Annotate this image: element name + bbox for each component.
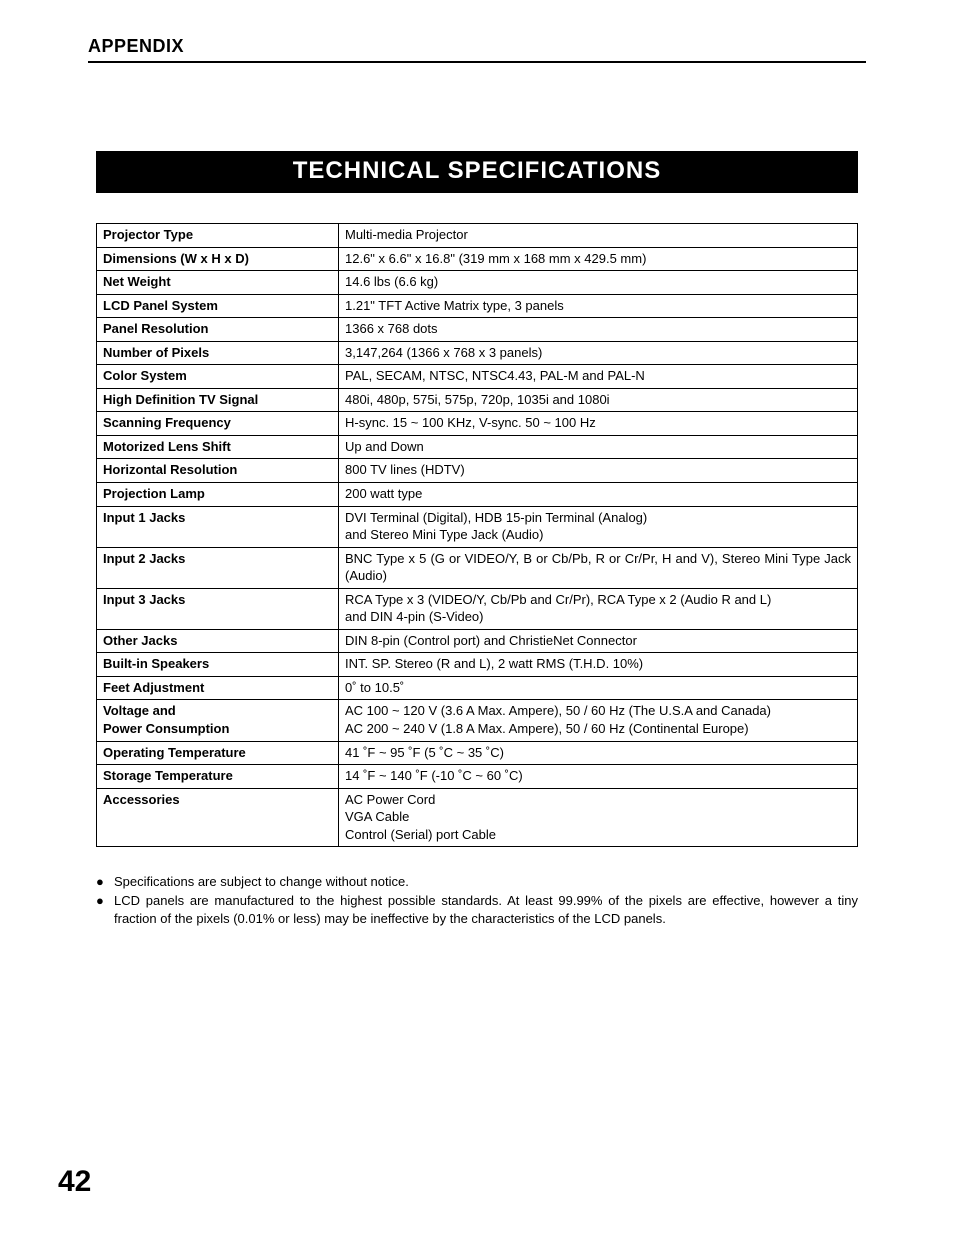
table-row: Projection Lamp200 watt type bbox=[97, 483, 858, 507]
specs-table-body: Projector TypeMulti-media ProjectorDimen… bbox=[97, 224, 858, 847]
specs-table: Projector TypeMulti-media ProjectorDimen… bbox=[96, 223, 858, 847]
spec-label: Storage Temperature bbox=[97, 765, 339, 789]
spec-label: Voltage andPower Consumption bbox=[97, 700, 339, 741]
table-row: Net Weight14.6 lbs (6.6 kg) bbox=[97, 271, 858, 295]
spec-label: Number of Pixels bbox=[97, 341, 339, 365]
bullet-icon: ● bbox=[96, 873, 114, 891]
table-row: Input 2 JacksBNC Type x 5 (G or VIDEO/Y,… bbox=[97, 547, 858, 588]
spec-value: H-sync. 15 ~ 100 KHz, V-sync. 50 ~ 100 H… bbox=[339, 412, 858, 436]
spec-value: 480i, 480p, 575i, 575p, 720p, 1035i and … bbox=[339, 388, 858, 412]
table-row: Storage Temperature14 ˚F ~ 140 ˚F (-10 ˚… bbox=[97, 765, 858, 789]
table-row: Dimensions (W x H x D)12.6" x 6.6" x 16.… bbox=[97, 247, 858, 271]
spec-value: PAL, SECAM, NTSC, NTSC4.43, PAL-M and PA… bbox=[339, 365, 858, 389]
spec-value: 12.6" x 6.6" x 16.8" (319 mm x 168 mm x … bbox=[339, 247, 858, 271]
spec-value: 200 watt type bbox=[339, 483, 858, 507]
spec-label: Panel Resolution bbox=[97, 318, 339, 342]
table-row: Projector TypeMulti-media Projector bbox=[97, 224, 858, 248]
table-row: Number of Pixels3,147,264 (1366 x 768 x … bbox=[97, 341, 858, 365]
table-row: Motorized Lens ShiftUp and Down bbox=[97, 435, 858, 459]
spec-label: Input 1 Jacks bbox=[97, 506, 339, 547]
spec-label: Operating Temperature bbox=[97, 741, 339, 765]
spec-value: 800 TV lines (HDTV) bbox=[339, 459, 858, 483]
table-row: Built-in SpeakersINT. SP. Stereo (R and … bbox=[97, 653, 858, 677]
spec-label: Built-in Speakers bbox=[97, 653, 339, 677]
spec-value: 14 ˚F ~ 140 ˚F (-10 ˚C ~ 60 ˚C) bbox=[339, 765, 858, 789]
spec-value: Multi-media Projector bbox=[339, 224, 858, 248]
table-row: AccessoriesAC Power CordVGA CableControl… bbox=[97, 788, 858, 847]
table-row: LCD Panel System1.21" TFT Active Matrix … bbox=[97, 294, 858, 318]
spec-value: AC 100 ~ 120 V (3.6 A Max. Ampere), 50 /… bbox=[339, 700, 858, 741]
page-title: TECHNICAL SPECIFICATIONS bbox=[96, 151, 858, 193]
spec-label: Scanning Frequency bbox=[97, 412, 339, 436]
spec-label: Other Jacks bbox=[97, 629, 339, 653]
spec-label: LCD Panel System bbox=[97, 294, 339, 318]
note-item: ●LCD panels are manufactured to the high… bbox=[96, 892, 858, 928]
spec-value: 41 ˚F ~ 95 ˚F (5 ˚C ~ 35 ˚C) bbox=[339, 741, 858, 765]
note-item: ●Specifications are subject to change wi… bbox=[96, 873, 858, 891]
spec-label: Horizontal Resolution bbox=[97, 459, 339, 483]
spec-value: 1.21" TFT Active Matrix type, 3 panels bbox=[339, 294, 858, 318]
table-row: Input 1 JacksDVI Terminal (Digital), HDB… bbox=[97, 506, 858, 547]
spec-label: Projector Type bbox=[97, 224, 339, 248]
table-row: Scanning FrequencyH-sync. 15 ~ 100 KHz, … bbox=[97, 412, 858, 436]
notes-block: ●Specifications are subject to change wi… bbox=[96, 873, 858, 928]
spec-value: Up and Down bbox=[339, 435, 858, 459]
spec-value: AC Power CordVGA CableControl (Serial) p… bbox=[339, 788, 858, 847]
spec-label: Net Weight bbox=[97, 271, 339, 295]
note-text: Specifications are subject to change wit… bbox=[114, 873, 858, 891]
section-header: APPENDIX bbox=[88, 36, 866, 63]
spec-value: 3,147,264 (1366 x 768 x 3 panels) bbox=[339, 341, 858, 365]
spec-value: DIN 8-pin (Control port) and ChristieNet… bbox=[339, 629, 858, 653]
table-row: Voltage andPower ConsumptionAC 100 ~ 120… bbox=[97, 700, 858, 741]
table-row: Panel Resolution1366 x 768 dots bbox=[97, 318, 858, 342]
spec-value: INT. SP. Stereo (R and L), 2 watt RMS (T… bbox=[339, 653, 858, 677]
page-number: 42 bbox=[58, 1165, 91, 1199]
table-row: Color SystemPAL, SECAM, NTSC, NTSC4.43, … bbox=[97, 365, 858, 389]
spec-label: Accessories bbox=[97, 788, 339, 847]
spec-label: High Definition TV Signal bbox=[97, 388, 339, 412]
table-row: Input 3 JacksRCA Type x 3 (VIDEO/Y, Cb/P… bbox=[97, 588, 858, 629]
table-row: Feet Adjustment0˚ to 10.5˚ bbox=[97, 676, 858, 700]
spec-value: BNC Type x 5 (G or VIDEO/Y, B or Cb/Pb, … bbox=[339, 547, 858, 588]
table-row: Operating Temperature41 ˚F ~ 95 ˚F (5 ˚C… bbox=[97, 741, 858, 765]
bullet-icon: ● bbox=[96, 892, 114, 928]
spec-label: Input 3 Jacks bbox=[97, 588, 339, 629]
spec-label: Motorized Lens Shift bbox=[97, 435, 339, 459]
table-row: High Definition TV Signal480i, 480p, 575… bbox=[97, 388, 858, 412]
spec-label: Projection Lamp bbox=[97, 483, 339, 507]
spec-value: 1366 x 768 dots bbox=[339, 318, 858, 342]
spec-label: Input 2 Jacks bbox=[97, 547, 339, 588]
table-row: Horizontal Resolution800 TV lines (HDTV) bbox=[97, 459, 858, 483]
spec-value: 0˚ to 10.5˚ bbox=[339, 676, 858, 700]
spec-label: Dimensions (W x H x D) bbox=[97, 247, 339, 271]
spec-label: Feet Adjustment bbox=[97, 676, 339, 700]
note-text: LCD panels are manufactured to the highe… bbox=[114, 892, 858, 928]
spec-value: RCA Type x 3 (VIDEO/Y, Cb/Pb and Cr/Pr),… bbox=[339, 588, 858, 629]
spec-value: DVI Terminal (Digital), HDB 15-pin Termi… bbox=[339, 506, 858, 547]
spec-label: Color System bbox=[97, 365, 339, 389]
spec-value: 14.6 lbs (6.6 kg) bbox=[339, 271, 858, 295]
table-row: Other JacksDIN 8-pin (Control port) and … bbox=[97, 629, 858, 653]
